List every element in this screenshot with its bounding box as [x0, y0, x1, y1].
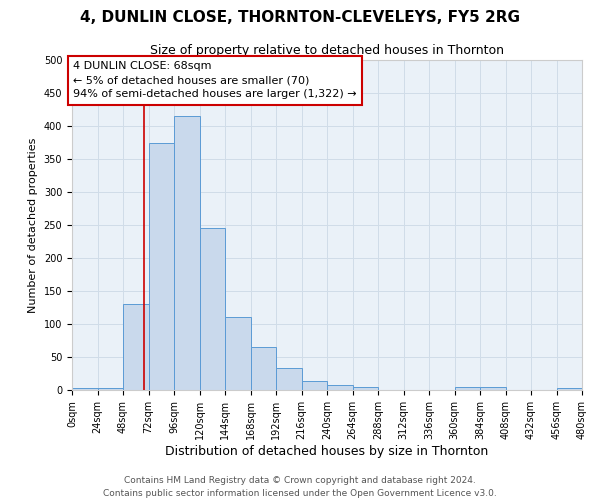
Text: Contains HM Land Registry data © Crown copyright and database right 2024.
Contai: Contains HM Land Registry data © Crown c… — [103, 476, 497, 498]
Bar — [251, 347, 276, 390]
Bar — [174, 116, 199, 390]
Bar — [353, 386, 378, 390]
Title: Size of property relative to detached houses in Thornton: Size of property relative to detached ho… — [150, 44, 504, 58]
Y-axis label: Number of detached properties: Number of detached properties — [28, 138, 38, 312]
Bar — [97, 388, 123, 390]
Bar — [123, 304, 149, 390]
X-axis label: Distribution of detached houses by size in Thornton: Distribution of detached houses by size … — [166, 444, 488, 458]
Bar — [302, 381, 327, 390]
Bar — [276, 368, 302, 390]
Bar — [480, 386, 505, 390]
Bar — [149, 142, 174, 390]
Bar — [225, 318, 251, 390]
Bar — [557, 388, 582, 390]
Bar — [72, 388, 97, 390]
Bar — [455, 386, 480, 390]
Bar — [199, 228, 225, 390]
Bar — [327, 384, 353, 390]
Text: 4 DUNLIN CLOSE: 68sqm
← 5% of detached houses are smaller (70)
94% of semi-detac: 4 DUNLIN CLOSE: 68sqm ← 5% of detached h… — [73, 62, 356, 100]
Text: 4, DUNLIN CLOSE, THORNTON-CLEVELEYS, FY5 2RG: 4, DUNLIN CLOSE, THORNTON-CLEVELEYS, FY5… — [80, 10, 520, 25]
